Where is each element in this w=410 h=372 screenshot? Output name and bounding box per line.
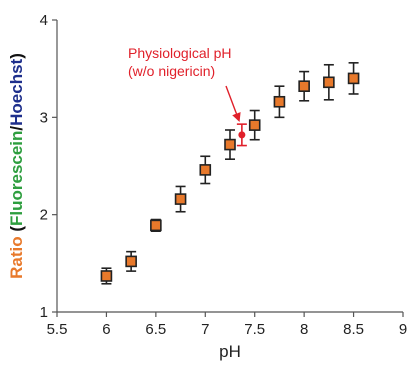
data-point-square (150, 219, 162, 232)
y-label-part: Fluorescein (7, 131, 26, 226)
data-point-square (323, 76, 335, 89)
y-label-part: ( (7, 226, 26, 237)
axes (52, 19, 404, 317)
x-tick-label: 6 (102, 321, 110, 338)
y-label-part: ) (7, 53, 26, 59)
annotation-arrow (225, 85, 241, 123)
data-point-square (125, 255, 137, 268)
annotation-line: (w/o nigericin) (128, 63, 215, 79)
x-tick-label: 5.5 (47, 321, 68, 338)
y-tick-label: 4 (40, 12, 48, 29)
data-points (100, 72, 360, 282)
y-tick-label: 3 (40, 109, 48, 126)
data-point-square (298, 80, 310, 92)
data-point-square (100, 270, 113, 282)
x-tick-label: 7 (201, 321, 209, 338)
data-point-square (199, 164, 212, 176)
annotation-group: Physiological pH (w/o nigericin) (128, 45, 241, 123)
y-label-part: Hoechst (7, 58, 26, 125)
x-tick-label: 8.5 (343, 321, 364, 338)
x-tick-label: 8 (300, 321, 308, 338)
annotation-line: Physiological pH (128, 45, 232, 61)
y-label-part: / (7, 126, 26, 131)
tick-labels: 5.5 6 6.5 7 7.5 8 8.5 9 1 2 3 4 (40, 12, 408, 338)
data-point-square (273, 95, 286, 108)
x-tick-label: 9 (399, 321, 407, 338)
data-point-physiological (238, 131, 246, 139)
x-tick-label: 7.5 (244, 321, 265, 338)
x-tick-label: 6.5 (145, 321, 166, 338)
data-point-square (174, 193, 187, 205)
data-point-square (224, 138, 236, 151)
x-axis-label: pH (219, 342, 241, 361)
y-tick-label: 2 (40, 207, 48, 224)
y-axis-label: Ratio (Fluorescein/Hoechst) (7, 53, 26, 279)
data-point-square (347, 72, 360, 85)
y-label-part: Ratio (7, 236, 26, 279)
y-tick-label: 1 (40, 304, 48, 321)
data-point-square (248, 119, 261, 131)
